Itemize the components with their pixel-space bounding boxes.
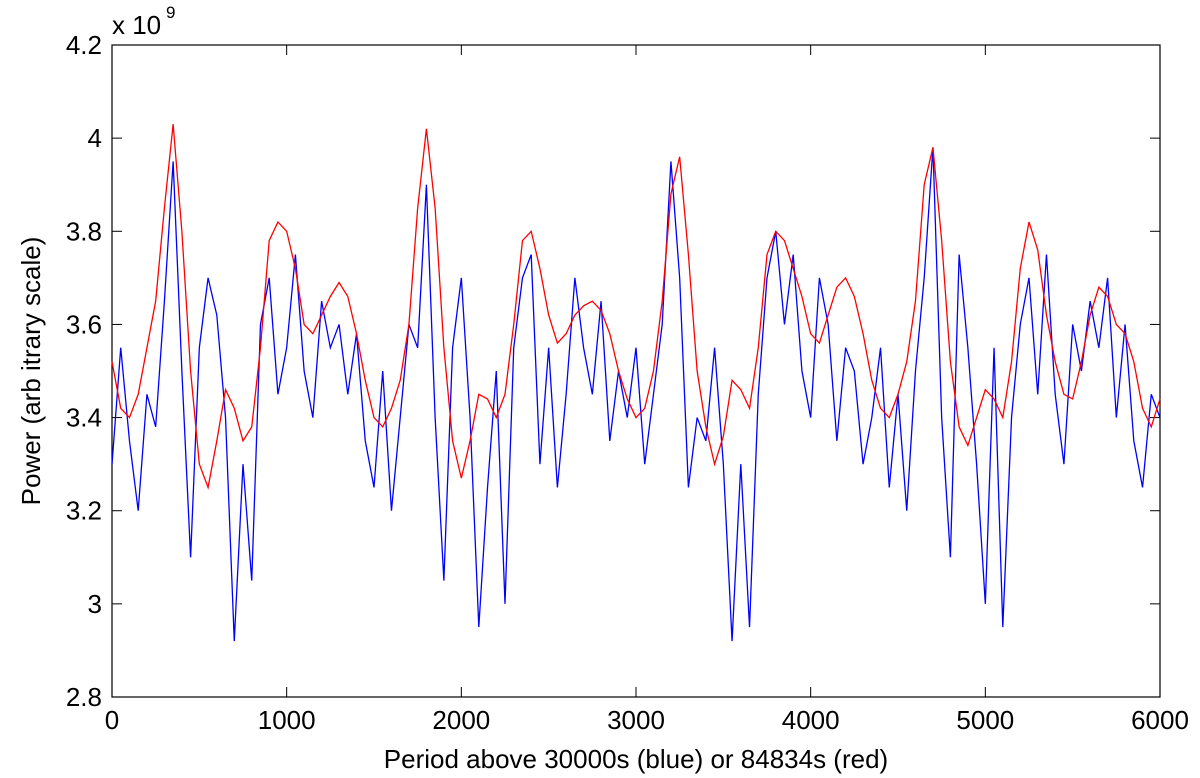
y-tick-label: 3.4 [66, 403, 102, 433]
y-tick-label: 3 [88, 589, 102, 619]
x-tick-label: 5000 [956, 705, 1014, 735]
y-axis-label: Power (arb itrary scale) [16, 237, 46, 506]
data-line [111, 124, 1161, 490]
y-multiplier: x 10 [112, 10, 161, 40]
plot-frame [111, 44, 1161, 698]
x-tick-label: 4000 [782, 705, 840, 735]
x-tick-label: 6000 [1131, 705, 1189, 735]
y-tick-label: 4.2 [66, 30, 102, 60]
y-tick-label: 3.8 [66, 216, 102, 246]
y-tick-label: 3.2 [66, 496, 102, 526]
x-tick-label: 0 [105, 705, 119, 735]
x-tick-label: 3000 [607, 705, 665, 735]
x-tick-label: 1000 [258, 705, 316, 735]
x-tick-label: 2000 [432, 705, 490, 735]
y-multiplier-exponent: 9 [166, 3, 175, 22]
x-axis-label: Period above 30000s (blue) or 84834s (re… [384, 744, 888, 774]
y-tick-label: 3.6 [66, 309, 102, 339]
y-tick-label: 4 [88, 123, 102, 153]
y-tick-label: 2.8 [66, 682, 102, 712]
data-line [111, 147, 1161, 642]
